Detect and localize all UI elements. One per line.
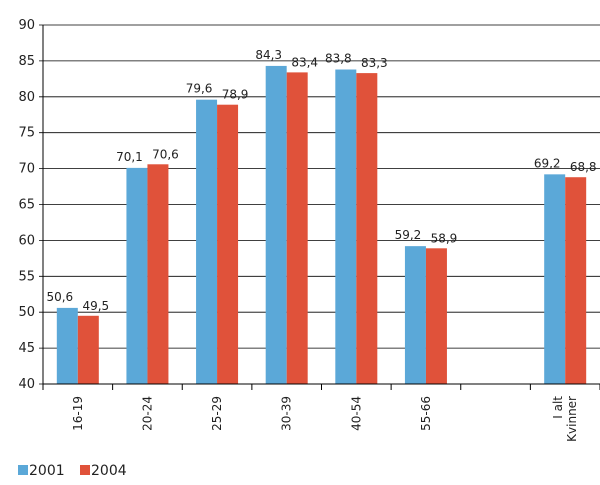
data-label-2004: 83,4: [291, 55, 318, 69]
bar-2001: [56, 307, 78, 384]
y-tick-label: 60: [18, 233, 35, 248]
bar-2001: [196, 99, 218, 384]
data-label-2004: 78,9: [222, 88, 249, 102]
x-tick-label-line: 30-39: [280, 396, 294, 431]
bar-2001: [544, 174, 566, 384]
x-tick-label-line: 40-54: [349, 396, 363, 431]
x-tick-label-line: 16-19: [71, 396, 85, 431]
y-tick-label: 85: [18, 54, 35, 69]
y-tick-label: 55: [18, 269, 35, 284]
y-tick-label: 65: [18, 198, 35, 213]
axes: [42, 25, 600, 390]
y-tick-label: 45: [18, 341, 35, 356]
bar-2004: [356, 73, 378, 384]
bar-2001: [126, 167, 148, 384]
x-tick-label: 25-29: [210, 396, 224, 431]
bar-2001: [265, 65, 287, 385]
x-tick-label-line: 20-24: [140, 396, 154, 431]
data-label-2004: 58,9: [431, 231, 458, 245]
data-label-2001: 59,2: [395, 228, 422, 242]
y-axis-ticks: 40 45 50 55 60 65 70 75 80 85 90: [18, 18, 35, 392]
legend-label-2001: 2001: [29, 463, 65, 479]
data-label-2004: 68,8: [570, 160, 597, 174]
legend-swatch-2001: [18, 465, 28, 475]
data-label-2004: 49,5: [82, 299, 109, 313]
y-tick-label: 90: [18, 18, 35, 33]
gridlines: [39, 24, 600, 385]
y-tick-label: 50: [18, 305, 35, 320]
y-tick-label: 80: [18, 90, 35, 105]
x-tick-label: 16-19: [71, 396, 85, 431]
x-tick-label: 55-66: [419, 396, 433, 431]
y-tick-label: 40: [18, 377, 35, 392]
bar-2004: [425, 248, 447, 384]
data-label-2001: 83,8: [325, 52, 352, 66]
data-label-2001: 70,1: [116, 150, 143, 164]
bar-2004: [286, 72, 308, 384]
x-tick-label-line: 55-66: [419, 396, 433, 431]
y-tick-label: 75: [18, 126, 35, 141]
x-tick-label-line: 25-29: [210, 396, 224, 431]
x-tick-label: 30-39: [280, 396, 294, 431]
x-tick-label: I alt Kvinner: [551, 396, 579, 442]
x-tick-label-line: I alt: [551, 396, 565, 419]
x-tick-label: 20-24: [140, 396, 154, 431]
bar-2001: [335, 69, 357, 385]
legend-swatch-2004: [80, 465, 90, 475]
x-tick-label: 40-54: [349, 396, 363, 431]
bar-2004: [77, 315, 99, 384]
data-label-2001: 79,6: [186, 82, 213, 96]
bar-2004: [147, 164, 169, 384]
bar-2004: [217, 104, 239, 384]
data-label-2004: 83,3: [361, 56, 388, 70]
legend-label-2004: 2004: [91, 463, 127, 479]
y-tick-label: 70: [18, 162, 35, 177]
data-label-2004: 70,6: [152, 147, 179, 161]
data-labels: 50,6 70,1 79,6 84,3 83,8 59,2 69,2 49,5 70,6 78,9…: [46, 48, 596, 313]
legend: 2001 2004: [18, 463, 127, 479]
bars: [56, 65, 587, 385]
bar-2001: [404, 246, 426, 384]
bar-2004: [565, 177, 587, 384]
data-label-2001: 69,2: [534, 156, 561, 170]
x-axis-labels: 16-19 20-24 25-29 30-39 40-54 55-66 I alt Kvinn…: [71, 396, 579, 442]
x-tick-label-line: Kvinner: [565, 396, 579, 442]
data-label-2001: 84,3: [255, 48, 282, 62]
data-label-2001: 50,6: [46, 290, 73, 304]
